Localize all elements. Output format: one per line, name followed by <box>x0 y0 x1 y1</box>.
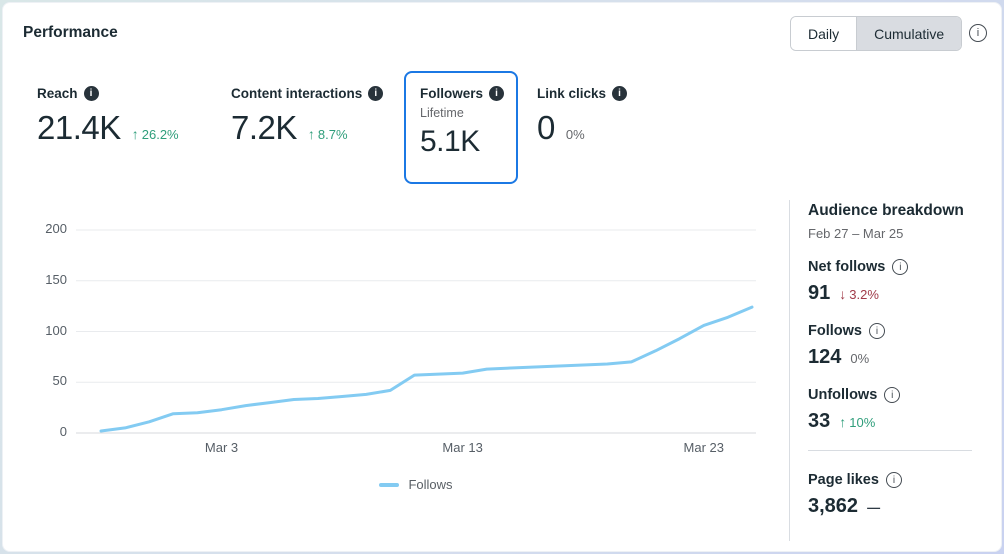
stat-label: Unfollows <box>808 387 878 403</box>
legend-label: Follows <box>408 477 453 492</box>
stat-value: 33 <box>808 410 831 432</box>
stat-label: Follows <box>808 323 862 339</box>
stat-page-likes: Page likes 3,862 — <box>808 472 976 518</box>
link-clicks-info-icon[interactable] <box>612 86 628 101</box>
metric-value: 5.1K <box>420 125 480 158</box>
stat-change-value: 0% <box>850 351 870 366</box>
vertical-divider <box>789 200 790 541</box>
down-arrow-icon: ↓ <box>839 286 847 302</box>
metric-label: Followers <box>420 86 484 101</box>
cumulative-button[interactable]: Cumulative <box>856 17 962 50</box>
stat-change: 0% <box>850 351 869 366</box>
page-title: Performance <box>23 24 118 41</box>
stat-change: ↑ 10% <box>839 414 875 430</box>
metric-change: 0% <box>566 127 585 142</box>
stat-value: 124 <box>808 346 842 368</box>
metric-change: ↑ 26.2% <box>132 126 179 142</box>
audience-breakdown-panel: Audience breakdown Feb 27 – Mar 25 Net f… <box>808 202 976 518</box>
metric-card-link-clicks[interactable]: Link clicks 0 0% <box>537 86 628 147</box>
stat-label: Page likes <box>808 472 879 488</box>
chart-legend: Follows <box>76 477 756 492</box>
sidebar-date-range: Feb 27 – Mar 25 <box>808 226 904 241</box>
page-likes-info-icon[interactable] <box>885 472 902 488</box>
followers-info-icon[interactable] <box>489 86 505 101</box>
stat-value: 3,862 <box>808 495 859 517</box>
sidebar-divider <box>808 450 972 451</box>
stat-value: 91 <box>808 282 831 304</box>
metric-value: 7.2K <box>231 109 297 146</box>
metric-label: Link clicks <box>537 86 607 101</box>
daily-button[interactable]: Daily <box>791 17 857 50</box>
daily-cumulative-toggle: Daily Cumulative <box>790 16 963 51</box>
metric-card-content-interactions[interactable]: Content interactions 7.2K ↑ 8.7% <box>231 86 384 147</box>
up-arrow-icon: ↑ <box>307 126 315 142</box>
follows-info-icon[interactable] <box>868 323 885 339</box>
performance-info-icon[interactable] <box>969 24 987 42</box>
sidebar-title: Audience breakdown <box>808 202 964 219</box>
metric-label: Content interactions <box>231 86 363 101</box>
metric-change-value: 0% <box>565 127 585 142</box>
up-arrow-icon: ↑ <box>131 126 139 142</box>
follows-line-chart[interactable] <box>76 222 756 440</box>
chart-x-axis: Mar 3 Mar 13 Mar 23 <box>204 440 724 455</box>
follows-series-swatch-icon <box>379 482 400 487</box>
metric-change-value: 26.2% <box>141 127 179 142</box>
up-arrow-icon: ↑ <box>839 414 847 430</box>
metric-card-followers-selected[interactable]: Followers Lifetime 5.1K <box>404 71 518 184</box>
stat-change-value: — <box>867 500 881 515</box>
unfollows-info-icon[interactable] <box>884 387 901 403</box>
metric-value: 21.4K <box>37 109 121 146</box>
stat-follows: Follows 124 0% <box>808 323 976 369</box>
content-interactions-info-icon[interactable] <box>368 86 384 101</box>
metric-value: 0 <box>537 109 555 146</box>
chart-y-axis: 0 50 100 150 200 <box>45 221 67 439</box>
stat-net-follows: Net follows 91 ↓ 3.2% <box>808 259 976 305</box>
metric-card-reach[interactable]: Reach 21.4K ↑ 26.2% <box>37 86 179 147</box>
metric-change-value: 8.7% <box>317 127 348 142</box>
stat-label: Net follows <box>808 259 886 275</box>
metric-label: Reach <box>37 86 78 101</box>
stat-unfollows: Unfollows 33 ↑ 10% <box>808 387 976 433</box>
stat-change-value: 3.2% <box>849 287 879 302</box>
net-follows-info-icon[interactable] <box>892 259 909 275</box>
stat-change-value: 10% <box>849 415 876 430</box>
stat-change: — <box>867 500 880 515</box>
metric-sublabel: Lifetime <box>420 106 464 120</box>
stat-change: ↓ 3.2% <box>839 286 879 302</box>
reach-info-icon[interactable] <box>83 86 99 101</box>
metric-change: ↑ 8.7% <box>308 126 348 142</box>
